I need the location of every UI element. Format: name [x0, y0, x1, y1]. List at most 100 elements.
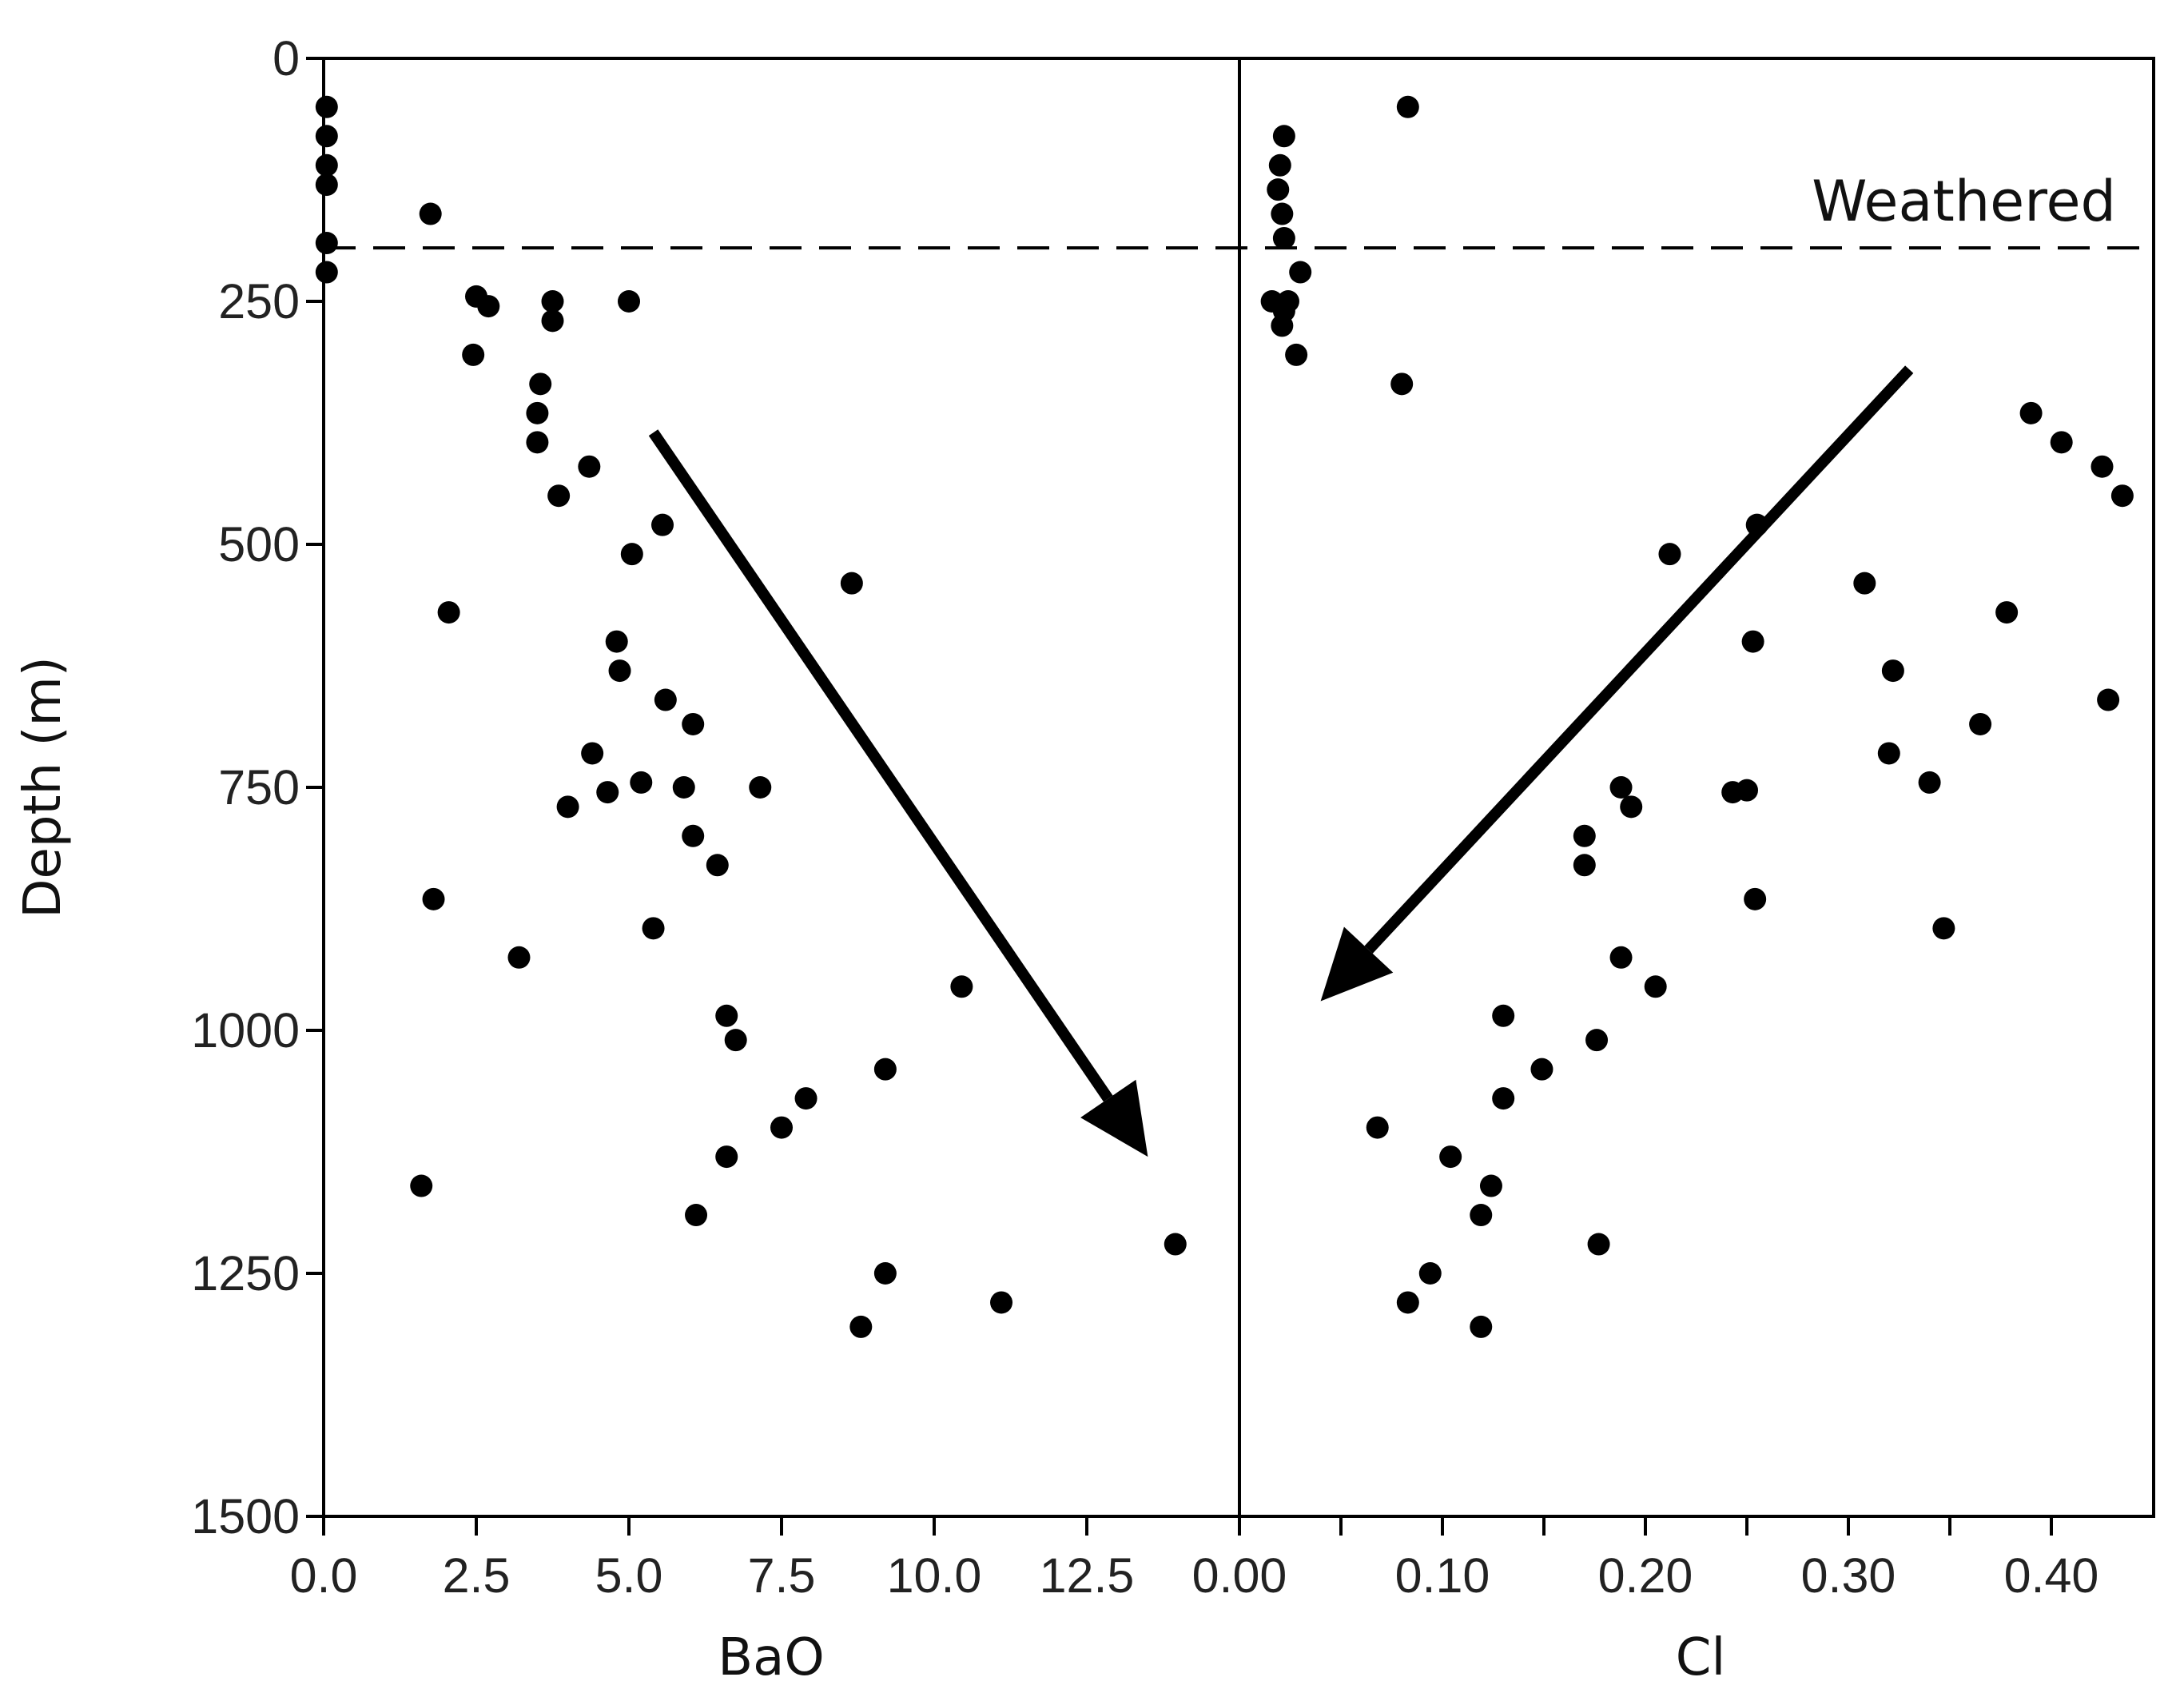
trend-arrow-shaft — [648, 429, 1113, 1102]
data-point — [526, 431, 549, 454]
data-point — [1289, 261, 1312, 284]
data-point — [1396, 1291, 1419, 1314]
data-point — [507, 946, 531, 969]
data-point — [1573, 824, 1596, 847]
data-point — [462, 343, 485, 366]
data-point — [1585, 1029, 1609, 1052]
x-tick-label: 0.10 — [1395, 1548, 1490, 1603]
data-point — [715, 1145, 738, 1169]
data-point — [1587, 1233, 1610, 1256]
data-point — [2110, 484, 2134, 508]
y-tick-label: 500 — [218, 517, 300, 572]
data-point — [1390, 372, 1414, 396]
x-tick-label: 2.5 — [443, 1548, 511, 1603]
data-point — [578, 455, 601, 478]
data-point — [1272, 226, 1295, 249]
data-point — [618, 290, 640, 313]
trend-arrow-head — [1320, 926, 1394, 1002]
data-point — [2050, 431, 2073, 454]
data-point — [1573, 854, 1596, 877]
data-point — [990, 1291, 1013, 1314]
data-point — [1741, 630, 1764, 653]
trend-arrows — [648, 365, 1914, 1157]
cl-scatter-points — [1260, 95, 2134, 1338]
data-point — [1268, 153, 1291, 177]
data-point — [1271, 314, 1294, 337]
data-point — [706, 854, 729, 877]
data-point — [950, 975, 973, 998]
data-point — [1881, 659, 1904, 683]
data-point — [1492, 1004, 1515, 1027]
data-point — [2091, 455, 2114, 478]
data-point — [315, 232, 338, 255]
data-point — [581, 742, 604, 765]
data-point — [770, 1116, 793, 1139]
data-point — [596, 781, 619, 804]
x-tick-label: 0.00 — [1192, 1548, 1287, 1603]
trend-arrow-head — [1080, 1079, 1148, 1157]
x-tick-label: 7.5 — [748, 1548, 816, 1603]
data-point — [315, 173, 338, 197]
data-point — [437, 601, 460, 624]
data-point — [1658, 543, 1681, 566]
data-point — [1620, 795, 1643, 819]
data-point — [682, 824, 705, 847]
data-point — [651, 513, 674, 536]
data-point — [529, 372, 552, 396]
x-tick-label: 10.0 — [887, 1548, 982, 1603]
data-point — [1164, 1233, 1187, 1256]
data-point — [749, 776, 772, 799]
x-axis-title-bao: BaO — [718, 1628, 825, 1687]
data-point — [873, 1262, 897, 1285]
data-point — [1492, 1087, 1515, 1110]
data-point — [794, 1087, 818, 1110]
data-point — [1853, 572, 1876, 595]
data-point — [1995, 601, 2019, 624]
data-point — [315, 153, 338, 177]
data-point — [526, 401, 549, 424]
data-point — [840, 572, 863, 595]
data-point — [1736, 779, 1758, 802]
data-point — [1366, 1116, 1389, 1139]
x-tick-label: 5.0 — [595, 1548, 663, 1603]
data-point — [1267, 178, 1290, 201]
y-tick-label: 750 — [218, 760, 300, 815]
data-point — [682, 712, 705, 735]
bao-scatter-points — [315, 95, 1187, 1338]
x-tick-label: 0.30 — [1801, 1548, 1896, 1603]
data-point — [1285, 343, 1308, 366]
data-point — [620, 543, 643, 566]
y-tick-label: 1000 — [191, 1003, 300, 1058]
data-point — [1744, 887, 1767, 910]
data-point — [1470, 1315, 1493, 1338]
trend-arrow-shaft — [1364, 365, 1914, 954]
data-point — [1969, 712, 1992, 735]
data-point — [477, 295, 500, 318]
data-point — [1644, 975, 1667, 998]
data-point — [1918, 771, 1941, 794]
data-point — [685, 1204, 708, 1227]
data-point — [315, 125, 338, 148]
data-point — [315, 261, 338, 284]
data-point — [2097, 688, 2120, 711]
y-tick-label: 1250 — [191, 1246, 300, 1301]
data-point — [1396, 95, 1419, 118]
data-point — [556, 795, 579, 819]
data-point — [410, 1174, 433, 1197]
data-point — [1418, 1262, 1442, 1285]
data-point — [630, 771, 653, 794]
data-point — [1609, 946, 1633, 969]
data-point — [1272, 125, 1295, 148]
data-point — [849, 1315, 873, 1338]
weathered-label: Weathered — [1812, 169, 2116, 234]
data-point — [1877, 742, 1900, 765]
data-point — [873, 1058, 897, 1081]
data-point — [1479, 1174, 1502, 1197]
y-tick-label: 0 — [273, 31, 300, 86]
x-tick-label: 12.5 — [1040, 1548, 1135, 1603]
x-tick-label: 0.0 — [290, 1548, 358, 1603]
data-point — [1609, 776, 1633, 799]
data-point — [672, 776, 695, 799]
data-point — [1470, 1204, 1493, 1227]
